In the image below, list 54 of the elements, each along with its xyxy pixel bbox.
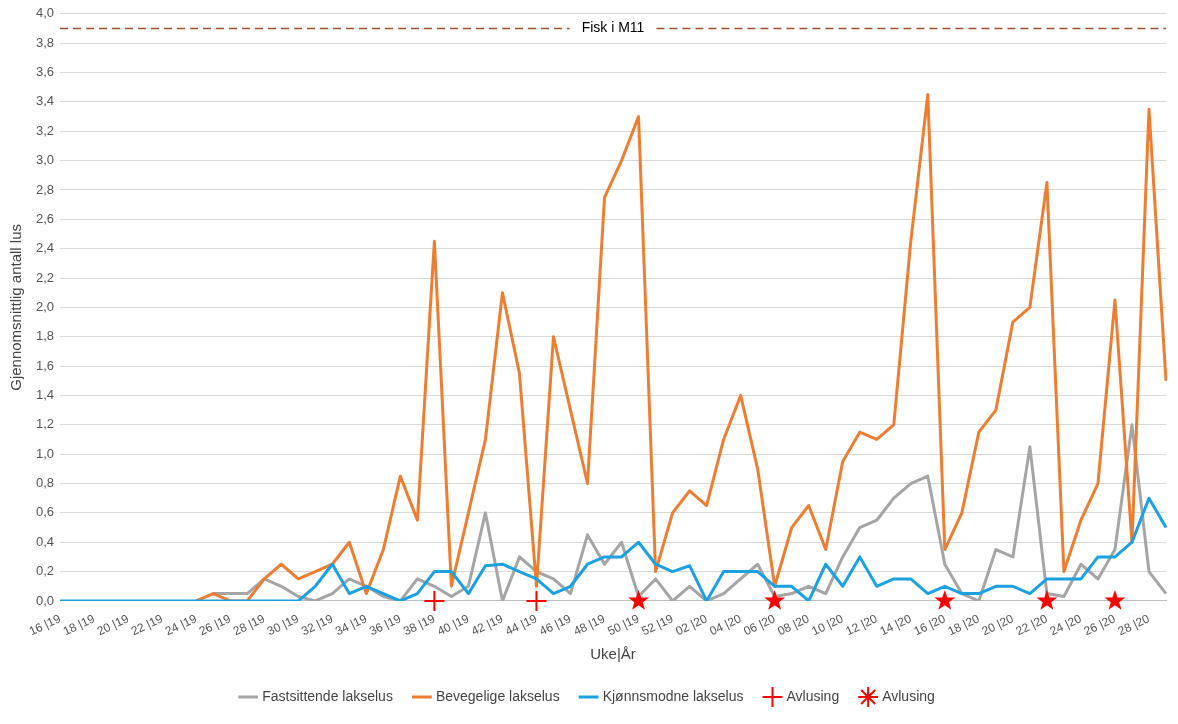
- x-tick-label: 16 |20: [911, 611, 948, 639]
- legend-label: Avlusing: [882, 687, 935, 704]
- y-tick-label: 2,4: [35, 240, 55, 256]
- x-tick-label: 08 |20: [775, 611, 812, 639]
- y-tick-label: 1,2: [35, 416, 55, 432]
- x-tick-label: 36 |19: [367, 611, 404, 639]
- x-tick-label: 24 |20: [1047, 611, 1084, 639]
- y-tick-label: 4,0: [35, 5, 55, 21]
- y-tick-label: 3,6: [35, 64, 55, 80]
- y-tick-label: 0,6: [35, 504, 55, 520]
- x-tick-label: 48 |19: [571, 611, 608, 639]
- legend-label: Kjønnsmodne lakselus: [602, 687, 744, 704]
- x-tick-label: 32 |19: [299, 611, 336, 639]
- x-tick-label: 40 |19: [435, 611, 472, 639]
- x-axis-title: Uke|År: [590, 645, 636, 663]
- x-tick-label: 12 |20: [843, 611, 880, 639]
- x-tick-label: 20 |20: [979, 611, 1016, 639]
- y-tick-label: 3,4: [35, 93, 55, 109]
- y-tick-label: 2,8: [35, 181, 55, 197]
- x-tick-label: 14 |20: [877, 611, 914, 639]
- legend-label: Bevegelige lakselus: [435, 687, 560, 704]
- y-tick-label: 0,4: [35, 533, 55, 549]
- x-tick-label: 46 |19: [537, 611, 574, 639]
- y-tick-label: 1,4: [35, 387, 55, 403]
- y-tick-label: 3,2: [35, 122, 55, 138]
- y-tick-label: 1,6: [35, 357, 55, 373]
- x-tick-label: 42 |19: [469, 611, 506, 639]
- x-tick-label: 06 |20: [741, 611, 778, 639]
- x-tick-label: 52 |19: [639, 611, 676, 639]
- x-tick-label: 22 |20: [1013, 611, 1050, 639]
- y-tick-label: 2,6: [35, 210, 55, 226]
- x-tick-label: 26 |20: [1081, 611, 1118, 639]
- legend-label: Avlusing: [786, 687, 840, 704]
- y-tick-label: 3,8: [35, 34, 55, 50]
- x-tick-label: 50 |19: [605, 611, 642, 639]
- x-tick-label: 18 |20: [945, 611, 982, 639]
- y-tick-label: 1,0: [35, 445, 55, 461]
- y-tick-label: 2,2: [35, 269, 55, 285]
- y-tick-label: 2,0: [35, 298, 55, 314]
- y-tick-label: 0,2: [35, 563, 55, 579]
- y-tick-label: 3,0: [35, 152, 55, 168]
- ref-line-label: Fisk i M11: [581, 19, 645, 36]
- x-tick-label: 02 |20: [673, 611, 710, 639]
- x-tick-label: 04 |20: [707, 611, 744, 639]
- x-tick-label: 28 |20: [1115, 611, 1152, 639]
- y-tick-label: 1,8: [35, 328, 55, 344]
- x-tick-label: 10 |20: [809, 611, 846, 639]
- legend-label: Fastsittende lakselus: [262, 687, 393, 704]
- x-tick-label: 38 |19: [401, 611, 438, 639]
- y-tick-label: 0,0: [35, 592, 55, 608]
- y-axis-title: Gjennomsnittlig antall lus: [7, 223, 25, 391]
- y-tick-label: 0,8: [35, 475, 55, 491]
- x-tick-label: 34 |19: [333, 611, 370, 639]
- x-tick-label: 44 |19: [503, 611, 540, 639]
